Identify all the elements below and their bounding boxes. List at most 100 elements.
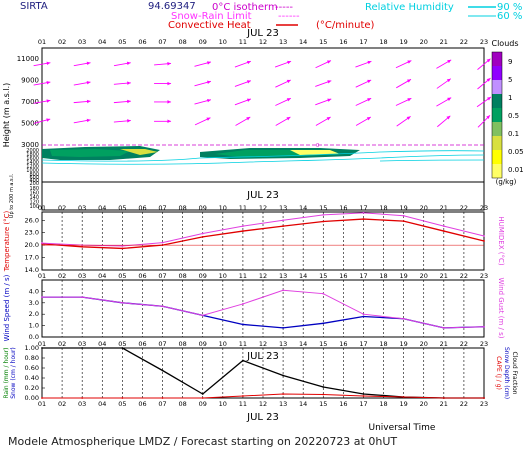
precip-point xyxy=(41,347,43,349)
wind-arrow-head xyxy=(446,115,451,120)
wind-point xyxy=(242,303,244,305)
height-tick-label: 3000 xyxy=(21,141,39,149)
colorbar-swatch xyxy=(492,150,502,164)
hour-tick-label-mid: 08 xyxy=(178,204,186,212)
legend-convective-label: Convective Heat xyxy=(168,20,251,31)
height-tick-label-low: 1400 xyxy=(26,160,39,166)
cloud-layer-a-peak xyxy=(120,149,158,155)
legend-humidity-60-label: 60 % xyxy=(497,11,522,22)
wind-point xyxy=(442,326,445,329)
wind-arrow-head xyxy=(167,100,172,104)
hour-tick-label-bottom: 07 xyxy=(158,400,166,408)
wind-ytick-label: 3.0 xyxy=(29,299,39,307)
legend-right: Relative Humidity 90 % 60 % xyxy=(365,2,522,22)
wind-ytick-label: 2.0 xyxy=(29,310,39,318)
wind-arrow-head xyxy=(46,118,51,122)
temperature-point xyxy=(322,214,325,216)
hour-tick-label-wind: 05 xyxy=(118,340,126,348)
hour-tick-label-top: 08 xyxy=(178,38,186,46)
hour-tick-label-wind: 20 xyxy=(420,340,428,348)
hour-tick-label-wind: 16 xyxy=(339,340,347,348)
precip-point xyxy=(161,397,164,399)
time-axis-title: Universal Time xyxy=(369,423,436,433)
precip-point xyxy=(282,393,284,395)
precip-point xyxy=(282,374,284,377)
colorbar-level-label: 0.5 xyxy=(508,112,519,120)
cloud-layer-b-peak xyxy=(290,150,340,155)
hour-tick-label-top: 04 xyxy=(98,38,106,46)
hour-tick-label-top: 16 xyxy=(339,38,347,46)
wind-point xyxy=(362,315,365,318)
hour-tick-label-top: 14 xyxy=(299,38,307,46)
hour-tick-label-mid: 22 xyxy=(460,204,468,212)
wind-arrow-head xyxy=(407,79,411,83)
wind-arrow-head xyxy=(167,81,172,86)
precip-point xyxy=(201,393,204,395)
temperature-ytick-label: 17.0 xyxy=(25,254,39,262)
precip-ytick-label: 0.20 xyxy=(25,384,39,392)
hour-tick-label-temp: 15 xyxy=(319,272,327,280)
station-name: SIRTA xyxy=(20,1,48,12)
wind-arrow-head xyxy=(487,97,491,101)
wind-arrow-head xyxy=(367,79,372,84)
hour-tick-label-temp: 23 xyxy=(480,272,488,280)
precip-ytick-label: 0.00 xyxy=(25,394,39,402)
hour-tick-label-mid: 19 xyxy=(399,204,407,212)
hour-tick-label-mid: 17 xyxy=(359,204,367,212)
wind-arrow-head xyxy=(46,81,51,85)
precip-point xyxy=(161,369,164,372)
colorbar-swatch xyxy=(492,94,502,108)
precip-point xyxy=(121,347,124,349)
hour-tick-label-wind: 11 xyxy=(239,340,247,348)
wind-point xyxy=(322,292,325,295)
wind-arrow-head xyxy=(327,98,332,102)
wind-gust-ylabel: Wind Gust (m / s) xyxy=(497,277,505,338)
hour-tick-label-bottom: 11 xyxy=(239,400,247,408)
wind-arrow-head xyxy=(86,99,91,104)
hour-tick-label-bottom: 13 xyxy=(279,400,287,408)
wind-arrow-head xyxy=(86,61,91,66)
hour-tick-label-bottom: 10 xyxy=(219,400,227,408)
precip-point xyxy=(81,347,84,349)
wind-arrow-head xyxy=(86,81,91,85)
wind-ytick-label: 1.0 xyxy=(29,322,39,330)
hour-tick-label-mid: 06 xyxy=(138,204,146,212)
height-tick-label-low: 1200 xyxy=(26,164,39,170)
colorbar-border xyxy=(491,51,503,179)
temperature-ytick-label: 20.0 xyxy=(25,241,39,249)
wind-arrow-head xyxy=(46,99,51,103)
humidity-contour-60 xyxy=(41,154,485,165)
colorbar-level-label: 1 xyxy=(508,94,512,102)
height-tick-label-sfc: 100 xyxy=(29,204,39,210)
hour-tick-label-top: 02 xyxy=(58,38,66,46)
precip-point xyxy=(242,395,244,397)
humidity-contour-low xyxy=(379,159,485,162)
wind-point xyxy=(322,322,325,325)
wind-ytick-label: 4.0 xyxy=(29,287,39,295)
precip-point xyxy=(242,359,244,362)
colorbar-swatch xyxy=(492,122,502,136)
hour-tick-label-temp: 16 xyxy=(339,272,347,280)
legend-humidity-label: Relative Humidity xyxy=(365,2,454,13)
hour-tick-label-mid: 02 xyxy=(58,204,66,212)
hour-tick-label-temp: 19 xyxy=(399,272,407,280)
wind-arrow-head xyxy=(127,99,131,104)
hour-tick-label-top: 15 xyxy=(319,38,327,46)
hour-tick-label-top: 19 xyxy=(399,38,407,46)
hour-tick-label-wind: 03 xyxy=(78,340,86,348)
precip-ytick-label: 1.00 xyxy=(25,344,39,352)
wind-point xyxy=(121,301,124,304)
hour-tick-label-top: 01 xyxy=(38,38,46,46)
hour-tick-label-top: 03 xyxy=(78,38,86,46)
hour-tick-label-bottom: 14 xyxy=(299,400,307,408)
colorbar-swatch xyxy=(492,80,502,94)
hour-tick-label-temp: 14 xyxy=(299,272,307,280)
hour-tick-label-top: 13 xyxy=(279,38,287,46)
precip-point xyxy=(442,397,445,399)
wind-arrow-head xyxy=(207,61,211,65)
hour-tick-label-wind: 18 xyxy=(379,340,387,348)
wind-point xyxy=(201,314,204,317)
wind-arrow-head xyxy=(406,116,411,120)
wind-series-1 xyxy=(42,289,485,329)
